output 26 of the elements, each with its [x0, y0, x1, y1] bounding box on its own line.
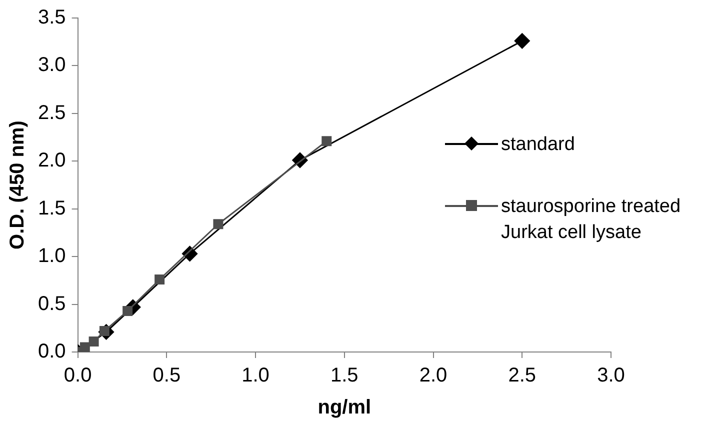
legend-label: staurosporine treated Jurkat cell lysate — [501, 195, 681, 245]
x-tick-label: 0.5 — [152, 364, 181, 387]
y-tick-label: 0.5 — [38, 292, 66, 315]
point — [122, 306, 133, 316]
point — [88, 336, 99, 346]
y-tick-label: 2.5 — [38, 102, 66, 124]
y-tick-label: 3.5 — [38, 6, 66, 29]
y-tick-label: 1.5 — [38, 197, 66, 220]
y-tick-label: 2.0 — [38, 150, 66, 172]
x-tick-label: 1.5 — [330, 364, 358, 387]
y-axis-title: O.D. (450 nm) — [6, 120, 29, 250]
legend-label: standard — [501, 133, 575, 157]
point — [80, 342, 90, 352]
y-tick-label: 1.0 — [38, 245, 66, 268]
x-tick-label: 0.0 — [64, 364, 92, 387]
point — [213, 219, 224, 230]
x-tick-label: 1.0 — [242, 364, 270, 387]
point — [514, 33, 530, 49]
y-tick-label: 0.0 — [38, 340, 66, 363]
x-tick-label: 3.0 — [597, 364, 625, 387]
x-tick-label: 2.5 — [508, 364, 536, 387]
point — [322, 136, 332, 146]
point — [154, 274, 165, 284]
x-axis-title: ng/ml — [318, 396, 372, 419]
y-tick-label: 3.0 — [38, 54, 66, 76]
x-tick-label: 2.0 — [419, 364, 448, 387]
